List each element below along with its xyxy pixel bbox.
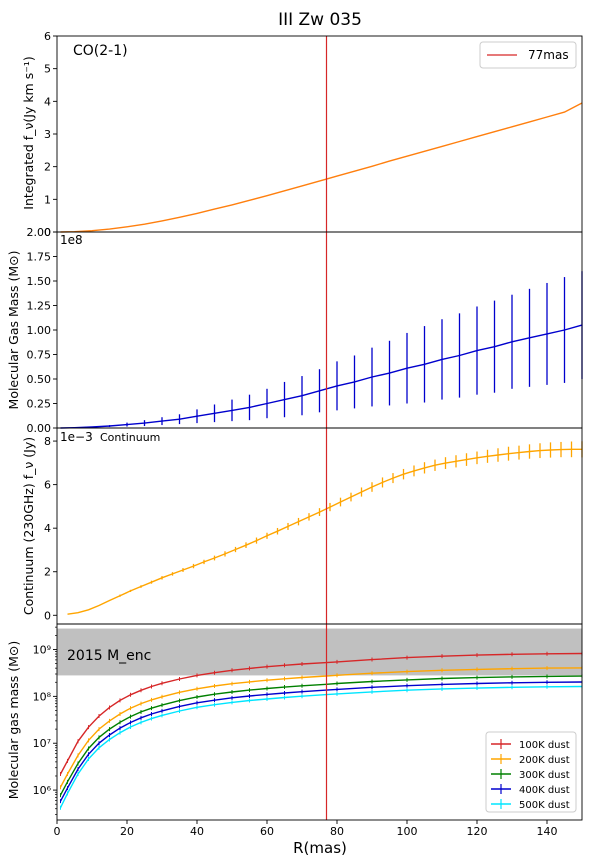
y-tick-label: 10⁶ — [33, 784, 52, 797]
plot-area-continuum: 0 2 4 6 8 — [44, 427, 583, 625]
series-line-molecular-gas-mass-log-0 — [59, 652, 583, 775]
y-tick-label: 3 — [44, 128, 51, 141]
x-tick-label: 40 — [190, 825, 204, 838]
legend-label-2: 300K dust — [519, 770, 570, 781]
panel-annotation-continuum: Continuum — [100, 431, 160, 444]
series-line-molecular-gas-mass-log-2 — [59, 675, 583, 796]
plot-area-molecular-gas-mass-log: 10⁶ 10⁷ 10⁸ 10⁹ 0 20 40 60 80 100 120 140 — [33, 623, 583, 838]
x-axis-label: R(mas) — [293, 839, 347, 857]
legend-label-77mas: 77mas — [528, 48, 569, 62]
y-tick-label: 0.75 — [27, 349, 52, 362]
y-tick-label: 6 — [44, 30, 51, 43]
y-tick-label: 1.50 — [27, 275, 52, 288]
mass-band-2015 — [57, 628, 582, 676]
y-axis-label-molecular-gas-mass: Molecular Gas Mass (M⊙) — [6, 251, 21, 410]
legend-label-0: 100K dust — [519, 740, 570, 751]
y-tick-label: 1 — [44, 193, 51, 206]
band-label-2015-menc: 2015 M_enc — [67, 648, 151, 664]
series-line-molecular-gas-mass-0 — [60, 324, 583, 429]
y-tick-label: 2.00 — [27, 226, 52, 239]
y-tick-label: 0.50 — [27, 373, 52, 386]
axes-frame — [56, 623, 583, 821]
y-tick-label: 4 — [44, 95, 51, 108]
y-tick-label: 10⁸ — [33, 690, 52, 703]
legend-box — [479, 41, 577, 69]
axes-frame — [56, 427, 583, 625]
y-tick-label: 0.00 — [27, 422, 52, 435]
y-tick-label: 8 — [44, 435, 51, 448]
plot-area-molecular-gas-mass: 0.00 0.25 0.50 0.75 1.00 1.25 1.50 1.75 2.00 — [27, 226, 583, 435]
series-line-molecular-gas-mass-log-4 — [59, 685, 583, 809]
y-tick-label: 1.00 — [27, 324, 52, 337]
legend-label-1: 200K dust — [519, 755, 570, 766]
series-line-molecular-gas-mass-log-3 — [59, 681, 583, 802]
legend-dust: 100K dust 200K dust 300K dust 400K dust 500K… — [485, 731, 577, 813]
y-tick-label: 0 — [44, 226, 51, 239]
y-tick-label: 6 — [44, 479, 51, 492]
legend-label-3: 400K dust — [519, 785, 570, 796]
x-tick-label: 20 — [120, 825, 134, 838]
y-tick-label: 4 — [44, 522, 51, 535]
panel-continuum: 0 2 4 6 8 1e−3 Continuum Continuum (230GHz) … — [21, 427, 583, 625]
panel-integrated-flux: 0 1 2 3 4 5 6 CO(2-1) Integrated f_ν(Jy km s⁻¹… — [21, 30, 583, 239]
y-tick-label: 10⁷ — [33, 737, 51, 750]
y-tick-label: 10⁹ — [33, 643, 51, 656]
x-tick-label: 60 — [260, 825, 274, 838]
legend-vline: 77mas — [479, 41, 577, 69]
x-tick-label: 140 — [537, 825, 558, 838]
y-tick-label: 5 — [44, 63, 51, 76]
figure-title: III Zw 035 — [278, 10, 362, 30]
x-tick-label: 100 — [397, 825, 418, 838]
y-axis-label-integrated-flux: Integrated f_ν(Jy km s⁻¹) — [21, 56, 36, 209]
panel-annotation-co: CO(2-1) — [73, 43, 128, 59]
y-tick-label: 1.25 — [27, 300, 52, 313]
legend-label-4: 500K dust — [519, 800, 570, 811]
y-tick-label: 2 — [44, 566, 51, 579]
offset-text-1e-3: 1e−3 — [60, 430, 93, 444]
legend-dust-items: 100K dust 200K dust 300K dust 400K dust 500K… — [491, 739, 570, 811]
panel-molecular-gas-mass: 0.00 0.25 0.50 0.75 1.00 1.25 1.50 1.75 2.00 1e8… — [6, 226, 583, 435]
x-tick-label: 120 — [467, 825, 488, 838]
y-tick-label: 0.25 — [27, 398, 52, 411]
series-line-molecular-gas-mass-log-1 — [59, 667, 583, 788]
y-tick-label: 0 — [44, 609, 51, 622]
y-axis-label-molecular-gas-mass-log: Molecular gas mass (M⊙) — [6, 641, 21, 800]
offset-text-1e8: 1e8 — [60, 233, 83, 247]
legend-dust-box — [485, 731, 577, 813]
series-line-continuum-flux-0 — [67, 448, 582, 615]
y-tick-label: 2 — [44, 161, 51, 174]
y-tick-label: 1.75 — [27, 251, 52, 264]
panel-molecular-gas-mass-log: 10⁶ 10⁷ 10⁸ 10⁹ 0 20 40 60 80 100 120 140 2015 M_en… — [6, 623, 583, 838]
x-tick-label: 0 — [54, 825, 61, 838]
x-tick-label: 80 — [330, 825, 344, 838]
series-line-integrated-flux-0 — [60, 102, 583, 233]
y-axis-label-continuum: Continuum (230GHz) f_ν (Jy) — [21, 437, 36, 615]
